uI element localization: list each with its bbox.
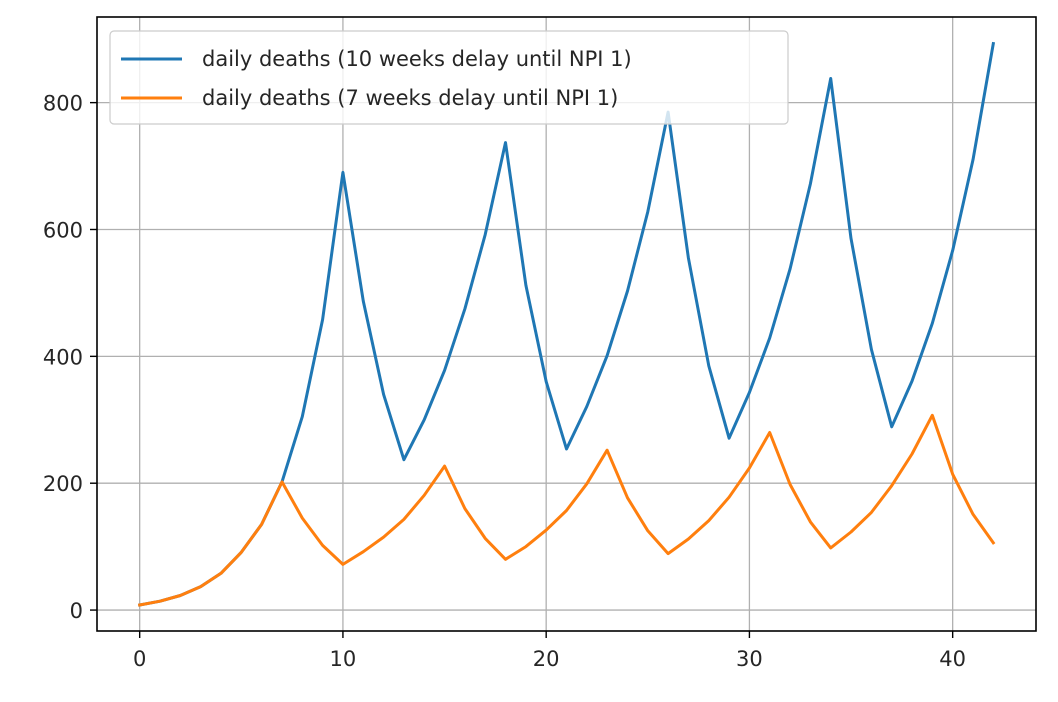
legend: daily deaths (10 weeks delay until NPI 1… [109,30,789,125]
x-tick-label: 0 [133,647,146,671]
x-tick-label: 10 [330,647,357,671]
series-lines [137,41,996,607]
y-tick-label: 400 [43,345,83,369]
legend-label-10-weeks: daily deaths (10 weeks delay until NPI 1… [202,47,632,71]
x-tick-label: 20 [533,647,560,671]
y-tick-label: 200 [43,472,83,496]
y-tick-label: 800 [43,92,83,116]
y-tick-label: 0 [70,599,83,623]
legend-label-7-weeks: daily deaths (7 weeks delay until NPI 1) [202,86,618,110]
x-tick-label: 30 [736,647,763,671]
x-tick-label: 40 [939,647,966,671]
x-axis-ticks: 0 10 20 30 40 [133,631,966,671]
series-line-7-weeks-delay [137,413,996,607]
y-axis-ticks: 0 200 400 600 800 [43,92,97,623]
y-tick-label: 600 [43,218,83,242]
legend-box [109,30,789,125]
plot-area-frame [96,16,1037,632]
